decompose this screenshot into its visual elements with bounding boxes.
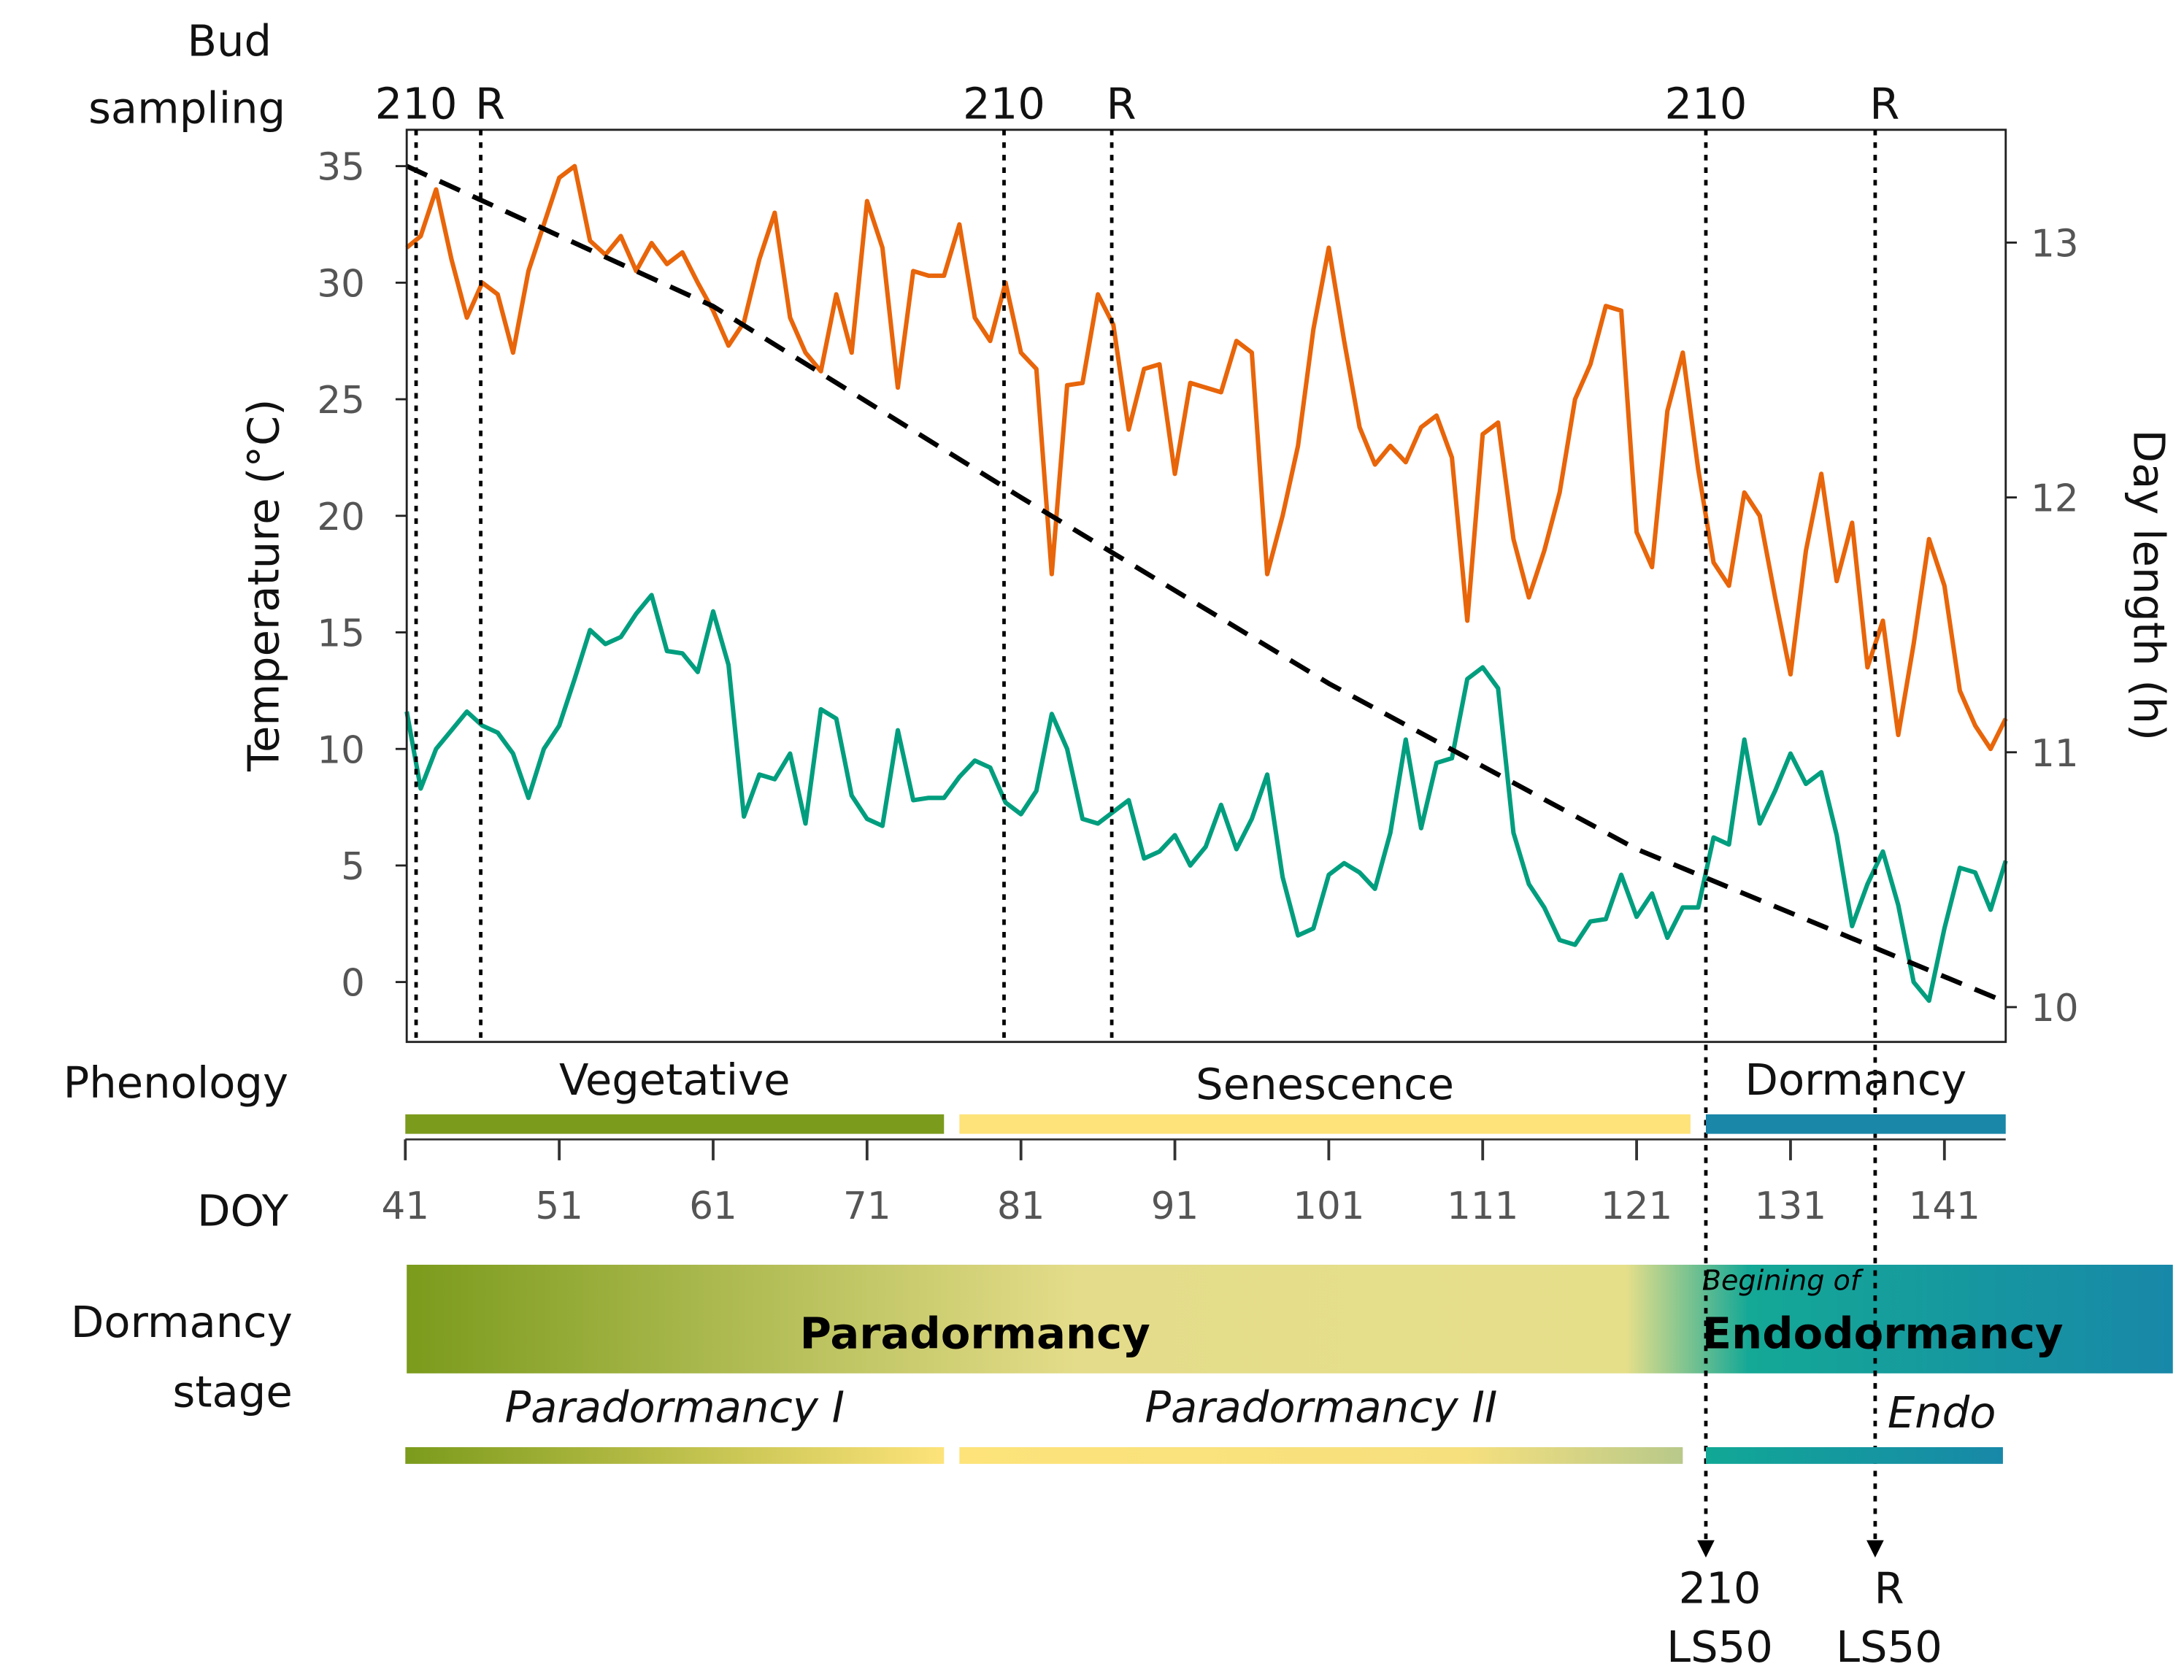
phenology-label: Phenology [64, 1057, 288, 1108]
paradormancy-label: Paradormancy [800, 1308, 1150, 1358]
dynamic-marks: 210 R 210 R 210 R Vegetative Senescence Dormancy… [375, 79, 2006, 1672]
y-tick-label: 25 [317, 379, 365, 423]
sampling-label: 210 [963, 79, 1045, 129]
dormancy-stage-label-2: stage [173, 1367, 293, 1417]
bud-sampling-label-1: Bud [187, 16, 272, 66]
series-line-maximum-temperature [405, 163, 2008, 752]
y2-tick-label: 13 [2031, 222, 2079, 266]
sampling-label: 210 [1665, 79, 1747, 129]
dormancy-stage-label-1: Dormancy [71, 1297, 293, 1347]
ls50-label-top: 210 [1679, 1563, 1761, 1614]
y-axis-title: Temperature (°C) [239, 399, 289, 772]
y-tick-label: 35 [317, 146, 365, 190]
phenology-bar-dormancy [1705, 1114, 2006, 1134]
sampling-label: R [475, 79, 505, 129]
sub-stage-label: Endo [1888, 1387, 1996, 1438]
x-tick-label: 141 [1909, 1184, 1980, 1228]
phenology-label-senescence: Senescence [1196, 1059, 1454, 1109]
sampling-label: 210 [375, 79, 458, 129]
y-tick-label: 15 [317, 612, 365, 656]
dormancy-stage-bar [407, 1264, 2173, 1373]
sub-stage-label: Paradormancy II [1145, 1382, 1497, 1433]
x-tick-label: 51 [535, 1184, 583, 1228]
phenology-bar-vegetative [405, 1114, 945, 1134]
x-tick-label: 71 [843, 1184, 891, 1228]
y-tick-label: 0 [341, 962, 365, 1006]
y2-tick-label: 11 [2031, 732, 2079, 776]
x-tick-label: 131 [1755, 1184, 1826, 1228]
x-tick-label: 81 [997, 1184, 1045, 1228]
sub-stage-bar-2 [1705, 1446, 2003, 1464]
x-tick-label: 101 [1293, 1184, 1364, 1228]
sub-stage-bar-0 [405, 1446, 945, 1464]
x-tick-label: 61 [689, 1184, 737, 1228]
x-tick-label: 41 [381, 1184, 429, 1228]
plot-frame [405, 128, 2007, 1044]
x-tick-label: 91 [1151, 1184, 1199, 1228]
y2-tick-label: 12 [2031, 477, 2079, 521]
y-tick-label: 20 [317, 496, 365, 539]
sub-stage-bar-1 [959, 1446, 1683, 1464]
series-line-day-length [405, 163, 2007, 1005]
ls50-label-top: R [1874, 1563, 1904, 1614]
ls50-label-bottom: LS50 [1836, 1622, 1942, 1672]
plot-area: 0 5 10 15 20 25 30 35 10 11 12 13 [317, 146, 2078, 1030]
phenology-bar-senescence [959, 1114, 1691, 1134]
y-tick-label: 10 [317, 728, 365, 772]
endodormancy-label: Endodormancy [1702, 1308, 2064, 1358]
phenology-label-dormancy: Dormancy [1745, 1055, 1966, 1105]
sampling-label: R [1869, 79, 1899, 129]
y-tick-label: 30 [317, 262, 365, 306]
phenology-label-vegetative: Vegetative [559, 1055, 791, 1105]
series-line-minimum-temperature [404, 593, 2008, 1003]
sampling-label: R [1106, 79, 1136, 129]
x-tick-label: 121 [1601, 1184, 1672, 1228]
bud-sampling-label-2: sampling [88, 82, 285, 133]
doy-label: DOY [197, 1186, 289, 1236]
y2-axis-title: Day length (h) [2123, 430, 2174, 741]
beginning-of-label: Begining of [1702, 1264, 1864, 1296]
ls50-label-bottom: LS50 [1666, 1622, 1773, 1672]
y-tick-label: 5 [341, 845, 365, 889]
x-tick-label: 111 [1447, 1184, 1518, 1228]
y2-tick-label: 10 [2031, 987, 2079, 1030]
sub-stage-label: Paradormancy I [504, 1382, 845, 1433]
